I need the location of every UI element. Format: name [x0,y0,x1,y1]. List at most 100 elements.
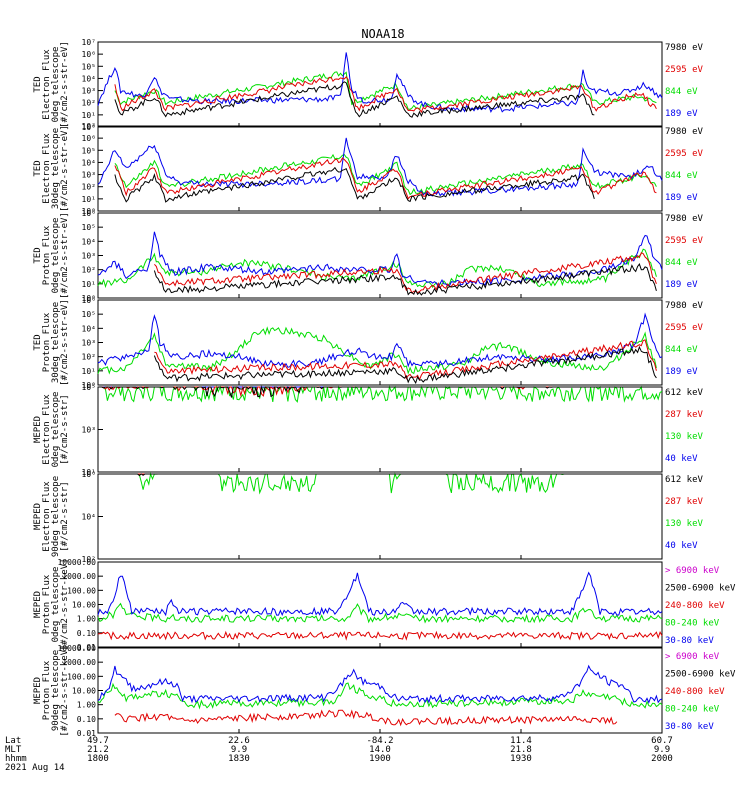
y-axis-label: MEPEDProton Flux90deg telescope[#/cm2-s-… [33,644,70,736]
footer-row-label: 2021 Aug 14 [5,763,65,773]
y-axis-label: TEDElectron Flux30deg telescope[#/cm2-s-… [33,125,70,212]
y-tick-label: 10¹ [82,280,96,289]
y-axis-label: MEPEDElectron Flux90deg telescope[#/cm2-… [33,476,70,557]
legend-label: 30-80 keV [665,722,714,732]
series-line-red [97,630,663,641]
series-line-red [154,252,657,294]
series-line-black [114,81,595,118]
legend-label: 2500-6900 keV [665,584,736,594]
series-line-green [114,153,657,196]
series-line-blue [97,664,663,704]
y-tick-label: 0.01 [77,643,96,652]
legend-label: 287 keV [665,410,704,420]
y-tick-label: 1000.00 [62,572,96,581]
footer-lat-value: 22.6 [228,736,250,746]
series-line-red [114,709,618,727]
legend-label: > 6900 keV [665,566,720,576]
footer-hhmm-value: 1930 [510,754,532,764]
legend-label: 7980 eV [665,214,704,224]
footer-mlt-value: 21.2 [87,745,109,755]
panel-1: 10⁰ 10¹ 10² 10³ 10⁴ 10⁵ 10⁶ 10⁷ TEDElectron Flux… [33,38,704,132]
footer-hhmm-value: 1900 [369,754,391,764]
legend-label: 189 eV [665,280,698,290]
y-tick-label: 10³ [82,252,96,261]
series-line-blue [97,312,663,368]
y-axis-label: MEPEDProton Flux0deg telescope[#/cm2-s-s… [33,558,70,650]
y-tick-label: 10⁵ [82,62,96,71]
legend-label: 2595 eV [665,323,704,333]
legend-label: 844 eV [665,258,698,268]
y-tick-label: 10⁵ [82,310,96,319]
legend-label: 2595 eV [665,236,704,246]
y-tick-label: 1.00 [77,615,96,624]
legend-label: 612 keV [665,388,704,398]
series-line-green [97,682,663,710]
y-tick-label: 10⁴ [82,513,96,522]
y-tick-label: 10⁷ [82,122,96,131]
series-line-green [97,326,657,375]
y-tick-label: 100.00 [67,672,96,681]
y-axis-label: TEDProton Flux30deg telescope[#/cm2-s-st… [33,299,70,386]
series-line-black [114,166,595,203]
series-line-red [114,76,657,114]
series-line-green [97,602,663,624]
legend-label: 844 eV [665,87,698,97]
legend-label: 287 keV [665,497,704,507]
panel-7: 0.01 0.10 1.00 10.00 100.00 1000.00 10000.00ME… [33,558,736,652]
panel-4: 10⁰ 10¹ 10² 10³ 10⁴ 10⁵ 10⁶ TEDProton Flux30deg… [33,296,704,390]
y-tick-label: 0.01 [77,729,96,738]
y-tick-label: 1.00 [77,701,96,710]
footer-mlt-value: 9.9 [654,745,670,755]
y-tick-label: 10⁶ [82,50,96,59]
legend-label: 2595 eV [665,65,704,75]
panel-8: 0.01 0.10 1.00 10.00 100.00 1000.00 10000.00ME… [33,644,736,738]
y-tick-label: 10⁵ [82,146,96,155]
series-line-black [153,345,657,385]
footer-row-label: hhmm [5,754,27,764]
y-tick-label: 10⁴ [82,237,96,246]
y-tick-label: 10² [82,99,96,108]
y-tick-label: 10⁶ [82,296,96,305]
legend-label: 40 keV [665,454,698,464]
legend-label: 130 keV [665,519,704,529]
y-tick-label: 10000.00 [57,558,96,567]
y-tick-label: 10³ [82,87,96,96]
panel-2: 10⁰ 10¹ 10² 10³ 10⁴ 10⁵ 10⁶ 10⁷ TEDElectron Flux… [33,122,704,216]
legend-label: 844 eV [665,345,698,355]
series-line-blue [97,137,663,197]
footer-hhmm-value: 2000 [651,754,673,764]
footer-lat-value: 11.4 [510,736,532,746]
panel-3: 10⁰ 10¹ 10² 10³ 10⁴ 10⁵ 10⁶ TEDProton Flux0deg … [33,209,704,303]
footer-lat-value: 60.7 [651,736,673,746]
y-tick-label: 0.10 [77,715,96,724]
panel-5: 10¹ 10³ 10⁵ MEPEDElectron Flux0deg telescop… [33,383,704,477]
footer-hhmm-value: 1830 [228,754,250,764]
y-tick-label: 10⁵ [82,383,96,392]
legend-label: 2500-6900 keV [665,670,736,680]
y-tick-label: 1000.00 [62,658,96,667]
series-line-blue [97,571,663,617]
legend-label: 2595 eV [665,149,704,159]
y-tick-label: 10¹ [82,111,96,120]
series-line-green [98,385,663,403]
footer-lat-value: -84.2 [366,736,393,746]
series-line-blue [97,52,663,113]
legend-label: 7980 eV [665,43,704,53]
y-tick-label: 10⁰ [82,294,96,303]
legend-label: 189 eV [665,109,698,119]
y-tick-label: 10⁶ [82,470,96,479]
y-tick-label: 10² [82,555,96,564]
legend-label: > 6900 keV [665,652,720,662]
legend-label: 130 keV [665,432,704,442]
y-tick-label: 10³ [82,339,96,348]
y-tick-label: 10.00 [72,601,96,610]
series-line-black [153,263,657,296]
y-tick-label: 10⁰ [82,207,96,216]
series-line-red [114,157,657,200]
series-line-green [97,248,657,289]
y-tick-label: 10.00 [72,687,96,696]
legend-label: 80-240 keV [665,619,720,629]
chart-title: NOAA18 [361,27,404,41]
footer-mlt-value: 14.0 [369,745,391,755]
